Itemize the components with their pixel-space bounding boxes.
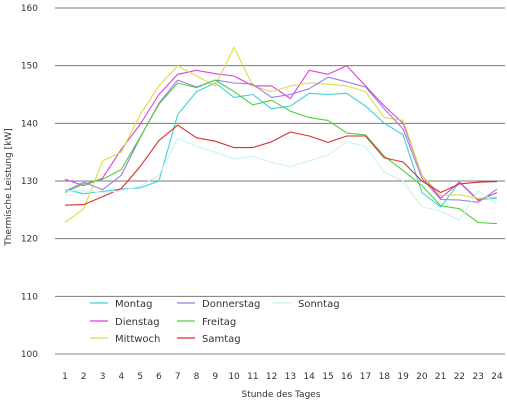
legend-label: Donnerstag	[202, 299, 260, 310]
x-tick-label: 18	[379, 372, 391, 382]
series-line-donnerstag	[64, 76, 498, 203]
y-tick-label: 130	[21, 177, 38, 187]
series-line-sonntag	[65, 137, 498, 221]
x-tick-label: 16	[341, 372, 353, 382]
legend-label: Samtag	[202, 334, 241, 345]
x-axis-ticks: 1 2 3 4 5 6 7 8 9 10 11 12 13 14 15 16 17 18 19 20 21 22 23 24	[62, 372, 503, 382]
x-tick-label: 7	[175, 372, 181, 382]
x-tick-label: 13	[285, 372, 296, 382]
x-tick-label: 15	[322, 372, 333, 382]
legend-label: Sonntag	[298, 299, 340, 310]
legend-label: Mittwoch	[115, 334, 160, 345]
grid-lines	[55, 7, 505, 297]
plot-series	[64, 46, 498, 225]
series-line-samtag	[64, 124, 498, 206]
x-tick-label: 20	[416, 372, 428, 382]
x-tick-label: 22	[454, 372, 465, 382]
y-tick-label: 110	[21, 292, 38, 302]
x-tick-label: 21	[435, 372, 446, 382]
x-axis-title: Stunde des Tages	[241, 390, 320, 400]
y-tick-label: 150	[21, 62, 38, 72]
x-tick-label: 12	[266, 372, 277, 382]
legend-label: Dienstag	[115, 317, 160, 328]
x-tick-label: 2	[81, 372, 87, 382]
x-tick-label: 11	[247, 372, 258, 382]
x-tick-label: 23	[472, 372, 483, 382]
y-tick-label: 160	[21, 4, 38, 14]
legend-label: Freitag	[202, 317, 236, 328]
x-tick-label: 4	[118, 372, 124, 382]
x-tick-label: 14	[303, 372, 315, 382]
x-tick-label: 8	[194, 372, 200, 382]
legend: Montag Dienstag Mittwoch Donnerstag Freitag S…	[90, 299, 340, 345]
series-line-montag	[64, 82, 498, 208]
y-axis-title: Thermische Leistung [kW]	[4, 128, 14, 247]
x-tick-label: 6	[156, 372, 162, 382]
y-tick-label: 120	[21, 235, 38, 245]
x-tick-label: 24	[491, 372, 503, 382]
y-tick-label: 100	[21, 350, 38, 360]
y-axis-ticks: 100 110 120 130 140 150 160	[21, 4, 38, 360]
x-tick-label: 9	[212, 372, 218, 382]
x-tick-label: 1	[62, 372, 68, 382]
x-tick-label: 17	[360, 372, 371, 382]
series-line-freitag	[64, 79, 498, 225]
x-tick-label: 5	[137, 372, 143, 382]
y-tick-label: 140	[21, 119, 38, 129]
x-tick-label: 19	[397, 372, 409, 382]
legend-label: Montag	[115, 299, 152, 310]
x-tick-label: 3	[100, 372, 106, 382]
series-line-dienstag	[64, 65, 498, 202]
series-line-mittwoch	[64, 46, 498, 223]
x-tick-label: 10	[228, 372, 240, 382]
